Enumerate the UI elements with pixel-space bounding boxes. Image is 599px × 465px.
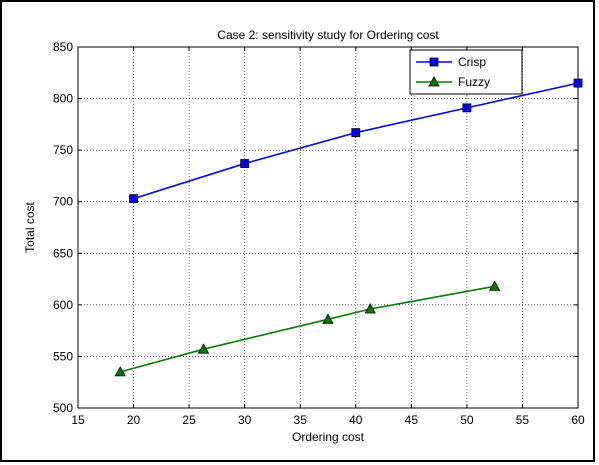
legend: Crisp Fuzzy bbox=[409, 49, 523, 95]
y-axis-label: Total cost bbox=[23, 201, 37, 252]
y-tick-label: 850 bbox=[53, 40, 73, 54]
x-tick-label: 25 bbox=[182, 413, 196, 427]
data-point-crisp bbox=[462, 103, 472, 113]
legend-marker-triangle bbox=[428, 76, 440, 87]
axis-ticks: 15 20 25 30 35 40 45 50 55 60 500 550 600 650 700 750 80… bbox=[53, 40, 585, 427]
legend-label-fuzzy: Fuzzy bbox=[458, 75, 490, 89]
x-tick-label: 50 bbox=[460, 413, 474, 427]
data-point-fuzzy bbox=[322, 313, 334, 324]
x-tick-label: 60 bbox=[571, 413, 585, 427]
x-tick-label: 15 bbox=[71, 413, 85, 427]
x-tick-label: 20 bbox=[127, 413, 141, 427]
y-tick-label: 500 bbox=[53, 401, 73, 415]
grid-lines bbox=[77, 46, 579, 409]
y-tick-label: 600 bbox=[53, 298, 73, 312]
y-tick-label: 800 bbox=[53, 92, 73, 106]
x-tick-label: 35 bbox=[294, 413, 308, 427]
data-point-crisp bbox=[573, 78, 583, 88]
y-tick-label: 700 bbox=[53, 195, 73, 209]
x-tick-label: 40 bbox=[349, 413, 363, 427]
data-point-crisp bbox=[240, 159, 250, 168]
data-point-fuzzy bbox=[488, 280, 501, 291]
plot-area bbox=[77, 46, 579, 409]
data-point-fuzzy bbox=[114, 366, 126, 377]
legend-label-crisp: Crisp bbox=[458, 55, 486, 69]
data-point-crisp bbox=[129, 194, 138, 204]
data-point-crisp bbox=[351, 128, 361, 138]
data-point-fuzzy bbox=[364, 303, 376, 314]
y-tick-label: 750 bbox=[53, 143, 73, 157]
data-point-fuzzy bbox=[197, 343, 210, 354]
x-tick-label: 45 bbox=[405, 413, 419, 427]
x-axis-label: Ordering cost bbox=[292, 430, 365, 444]
y-tick-label: 650 bbox=[53, 246, 73, 260]
x-tick-label: 30 bbox=[238, 413, 252, 427]
y-tick-label: 550 bbox=[53, 349, 73, 363]
legend-box bbox=[409, 49, 523, 95]
series-line-fuzzy bbox=[120, 285, 495, 373]
legend-marker-square bbox=[429, 57, 439, 67]
series-layer bbox=[114, 78, 583, 377]
x-tick-label: 55 bbox=[516, 413, 530, 427]
chart-title: Case 2: sensitivity study for Ordering c… bbox=[217, 28, 439, 42]
